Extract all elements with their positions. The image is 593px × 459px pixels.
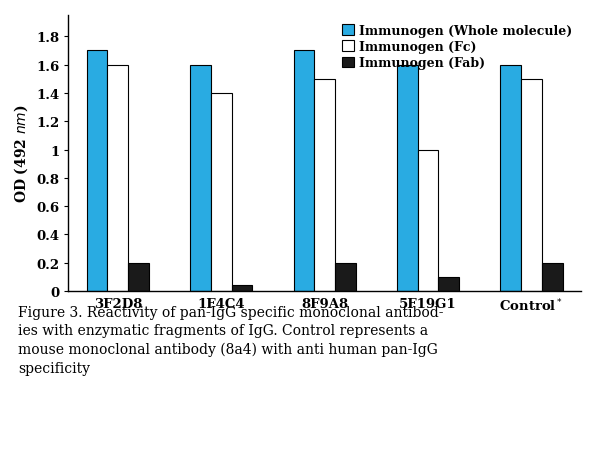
- Bar: [335, 263, 356, 291]
- Y-axis label: OD (492 $\it{nm}$): OD (492 $\it{nm}$): [12, 105, 30, 203]
- Bar: [542, 263, 563, 291]
- Bar: [128, 263, 149, 291]
- Bar: [211, 94, 232, 291]
- Bar: [87, 51, 107, 291]
- Bar: [232, 286, 252, 291]
- Text: Figure 3. Reactivity of pan-IgG specific monoclonal antibod-
ies with enzymatic : Figure 3. Reactivity of pan-IgG specific…: [18, 305, 444, 375]
- Bar: [500, 66, 521, 291]
- Bar: [294, 51, 314, 291]
- Bar: [190, 66, 211, 291]
- Bar: [397, 66, 417, 291]
- Bar: [417, 150, 438, 291]
- Bar: [521, 79, 542, 291]
- Bar: [314, 79, 335, 291]
- Bar: [438, 277, 459, 291]
- Bar: [107, 66, 128, 291]
- Legend: Immunogen (Whole molecule), Immunogen (Fc), Immunogen (Fab): Immunogen (Whole molecule), Immunogen (F…: [339, 22, 575, 73]
